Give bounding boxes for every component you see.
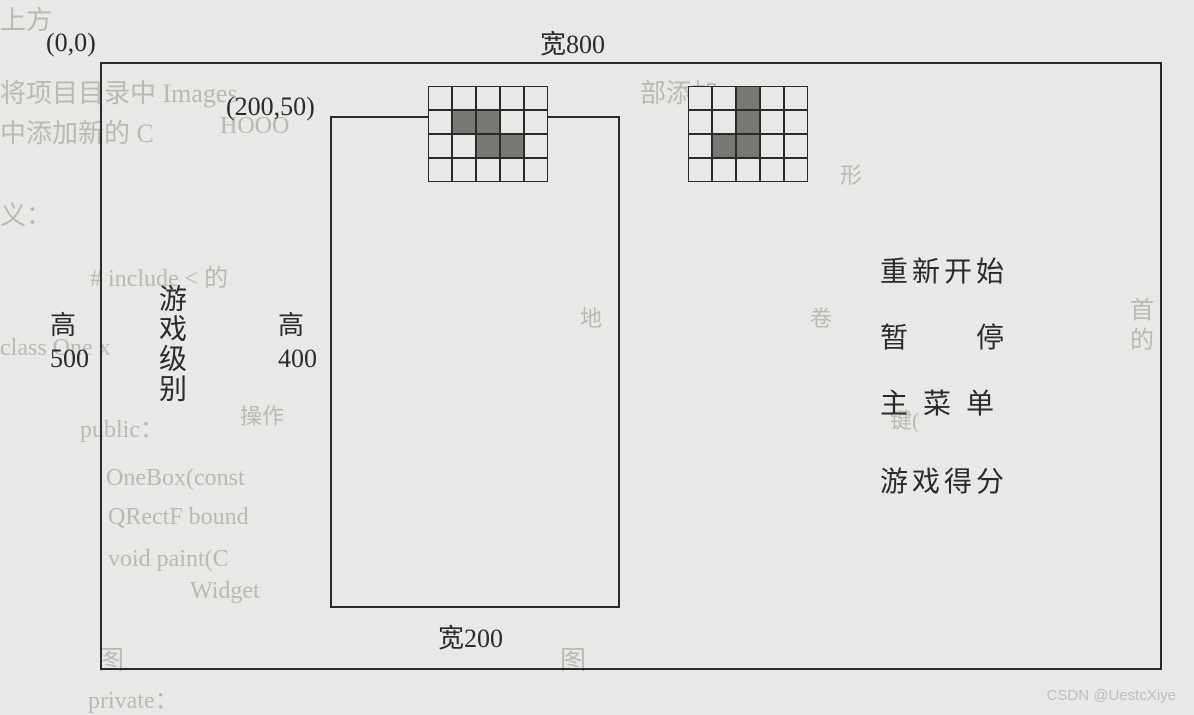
- menu-pause[interactable]: 暂 停: [880, 316, 1008, 356]
- outer-height-label-bottom: 500: [50, 343, 89, 376]
- grid-cell: [452, 86, 476, 110]
- grid-cell: [736, 158, 760, 182]
- grid-cell: [452, 110, 476, 134]
- grid-cell: [476, 86, 500, 110]
- grid-cell: [428, 110, 452, 134]
- inner-height-label: 高 400: [278, 310, 317, 375]
- inner-playfield-box: [330, 116, 620, 608]
- grid-cell: [428, 86, 452, 110]
- grid-cell: [428, 134, 452, 158]
- grid-cell: [712, 110, 736, 134]
- grid-cell: [784, 86, 808, 110]
- grid-cell: [428, 158, 452, 182]
- grid-cell: [688, 158, 712, 182]
- grid-cell: [736, 134, 760, 158]
- grid-cell: [500, 134, 524, 158]
- tetromino-piece-next: [688, 86, 808, 182]
- grid-cell: [760, 134, 784, 158]
- menu-score-label: 游戏得分: [880, 460, 1008, 500]
- grid-cell: [688, 134, 712, 158]
- inner-width-label: 宽200: [438, 618, 503, 655]
- grid-cell: [452, 134, 476, 158]
- game-menu: 重新开始 暂 停 主 菜 单 游戏得分: [880, 250, 1008, 526]
- inner-origin-label: (200,50): [226, 92, 315, 122]
- inner-height-label-top: 高: [278, 310, 317, 343]
- grid-cell: [784, 134, 808, 158]
- grid-cell: [524, 134, 548, 158]
- grid-cell: [524, 86, 548, 110]
- grid-cell: [500, 110, 524, 134]
- outer-height-label: 高 500: [50, 310, 89, 375]
- grid-cell: [784, 158, 808, 182]
- menu-main[interactable]: 主 菜 单: [880, 382, 1008, 422]
- grid-cell: [760, 86, 784, 110]
- background-text-fragment: 上方: [0, 0, 52, 37]
- inner-height-label-bottom: 400: [278, 343, 317, 376]
- game-level-label: 游戏级别: [150, 284, 190, 404]
- grid-cell: [476, 134, 500, 158]
- grid-cell: [476, 110, 500, 134]
- grid-cell: [524, 110, 548, 134]
- grid-cell: [784, 110, 808, 134]
- outer-height-label-top: 高: [50, 310, 89, 343]
- grid-cell: [712, 86, 736, 110]
- grid-cell: [452, 158, 476, 182]
- grid-cell: [688, 86, 712, 110]
- grid-cell: [688, 110, 712, 134]
- tetromino-piece-current: [428, 86, 548, 182]
- outer-width-label: 宽800: [540, 24, 605, 61]
- grid-cell: [500, 158, 524, 182]
- menu-restart[interactable]: 重新开始: [880, 250, 1008, 290]
- grid-cell: [736, 86, 760, 110]
- grid-cell: [712, 158, 736, 182]
- grid-cell: [500, 86, 524, 110]
- origin-label: (0,0): [46, 28, 96, 58]
- grid-cell: [524, 158, 548, 182]
- grid-cell: [736, 110, 760, 134]
- grid-cell: [760, 110, 784, 134]
- grid-cell: [712, 134, 736, 158]
- grid-cell: [476, 158, 500, 182]
- grid-cell: [760, 158, 784, 182]
- background-text-fragment: private：: [88, 680, 179, 715]
- background-text-fragment: 义：: [0, 195, 52, 232]
- watermark: CSDN @UestcXiye: [1047, 687, 1176, 704]
